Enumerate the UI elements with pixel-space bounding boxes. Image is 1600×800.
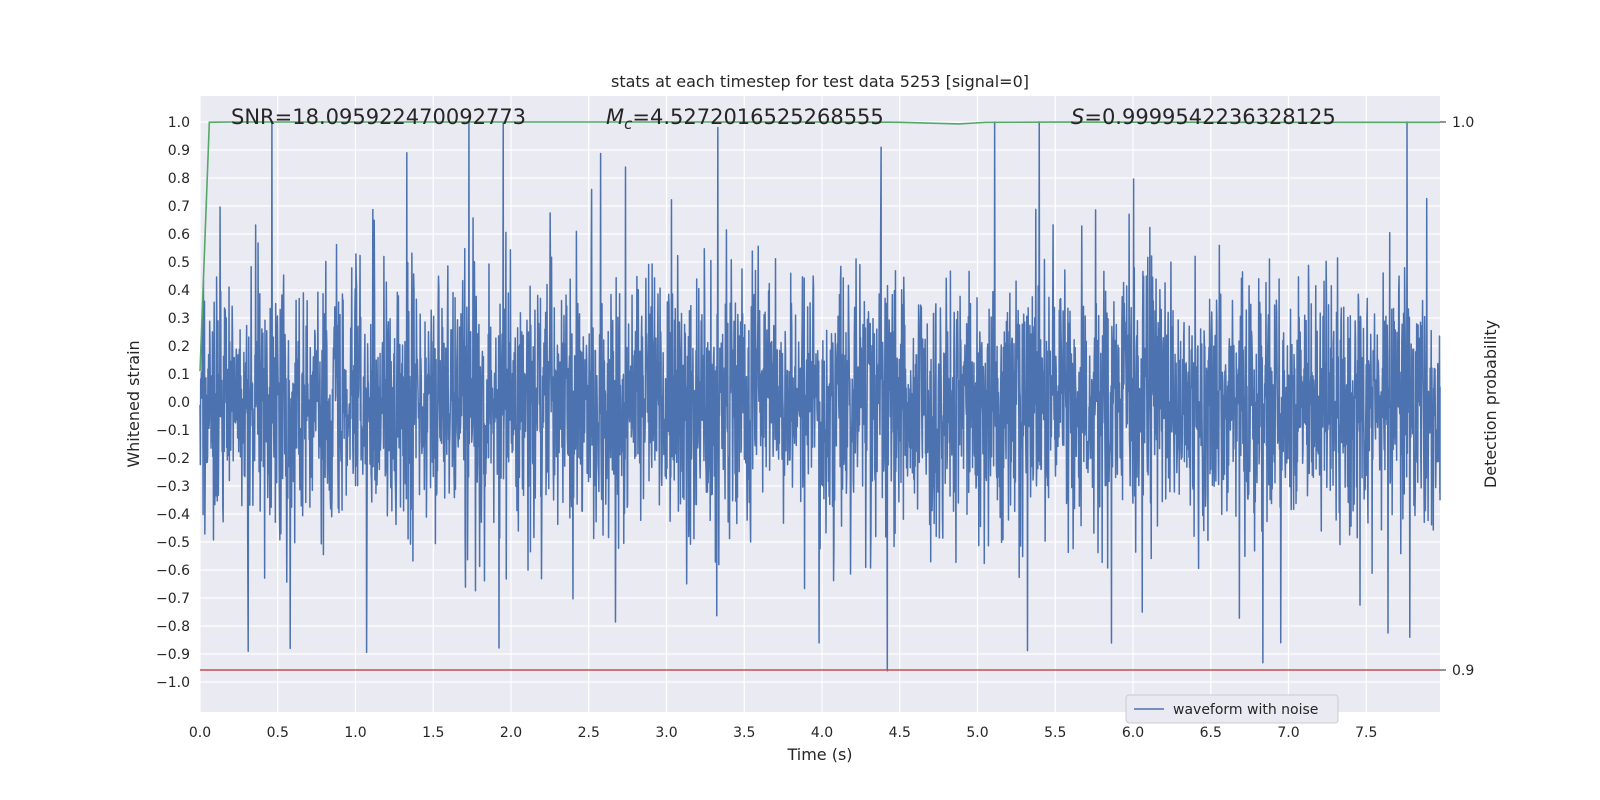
chirp-mass-annotation: Mc=4.5272016525268555: [606, 105, 884, 133]
y-tick-label: −0.5: [156, 535, 190, 551]
y-tick-label: −0.3: [156, 479, 190, 495]
chirp-mass-symbol: M: [606, 105, 624, 129]
x-tick-label: 2.0: [500, 725, 522, 741]
y-tick-label: −0.1: [156, 423, 190, 439]
x-tick-label: 4.5: [889, 725, 911, 741]
y-tick-label: 0.0: [168, 395, 190, 411]
y-tick-label: −1.0: [156, 675, 190, 691]
x-tick-label: 0.0: [189, 725, 211, 741]
y-tick-label: 0.9: [168, 143, 190, 159]
y-tick-label: −0.6: [156, 563, 190, 579]
x-tick-label: 7.5: [1355, 725, 1377, 741]
y-tick-label: 0.3: [168, 311, 190, 327]
y-tick-label: 0.7: [168, 199, 190, 215]
y-tick-label: 0.6: [168, 227, 190, 243]
legend: waveform with noise: [1125, 694, 1339, 724]
x-tick-label: 3.0: [655, 725, 677, 741]
y-tick-label: 0.1: [168, 367, 190, 383]
y2-tick-label: 1.0: [1452, 115, 1474, 131]
score-symbol: S: [1071, 105, 1084, 129]
y-tick-label: 0.2: [168, 339, 190, 355]
y-axis-title: Whitened strain: [124, 340, 143, 467]
score-value: =0.9999542236328125: [1084, 105, 1335, 129]
y2-axis-title: Detection probability: [1481, 320, 1500, 488]
y-tick-label: −0.4: [156, 507, 190, 523]
series-detection-probability: [199, 121, 1441, 372]
legend-label: waveform with noise: [1173, 702, 1318, 718]
score-annotation: S=0.9999542236328125: [1071, 105, 1336, 129]
x-tick-label: 0.5: [267, 725, 289, 741]
chirp-mass-value: =4.5272016525268555: [632, 105, 883, 129]
x-tick-label: 5.0: [966, 725, 988, 741]
x-tick-label: 1.0: [344, 725, 366, 741]
y-axis-ticks: 1.0 0.9 0.8 0.7 0.6 0.5 0.4 0.3 0.2 0.1 0.0 −0.1 −0.…: [156, 115, 190, 691]
x-tick-label: 6.5: [1200, 725, 1222, 741]
y-tick-label: 0.8: [168, 171, 190, 187]
x-tick-label: 6.0: [1122, 725, 1144, 741]
x-tick-label: 2.5: [578, 725, 600, 741]
x-tick-label: 1.5: [422, 725, 444, 741]
legend-box: [1125, 694, 1339, 724]
x-axis-ticks: 0.0 0.5 1.0 1.5 2.0 2.5 3.0 3.5 4.0 4.5 5.0 5.5 6.0 6…: [189, 725, 1378, 741]
y2-axis-ticks: 1.0 0.9: [1440, 115, 1474, 679]
x-tick-label: 3.5: [733, 725, 755, 741]
x-tick-label: 7.0: [1277, 725, 1299, 741]
x-tick-label: 4.0: [811, 725, 833, 741]
series-waveform-with-noise: [199, 121, 1441, 672]
y-tick-label: 0.5: [168, 255, 190, 271]
x-axis-title: Time (s): [786, 745, 852, 764]
y-tick-label: −0.8: [156, 619, 190, 635]
y-tick-label: −0.7: [156, 591, 190, 607]
y-tick-label: −0.9: [156, 647, 190, 663]
x-tick-label: 5.5: [1044, 725, 1066, 741]
series-layer: [199, 121, 1441, 672]
snr-annotation: SNR=18.095922470092773: [231, 105, 526, 129]
y-tick-label: 0.4: [168, 283, 190, 299]
y-tick-label: −0.2: [156, 451, 190, 467]
chart-title: stats at each timestep for test data 525…: [611, 72, 1029, 91]
chirp-mass-subscript: c: [624, 115, 633, 133]
y-tick-label: 1.0: [168, 115, 190, 131]
y2-tick-label: 0.9: [1452, 663, 1474, 679]
